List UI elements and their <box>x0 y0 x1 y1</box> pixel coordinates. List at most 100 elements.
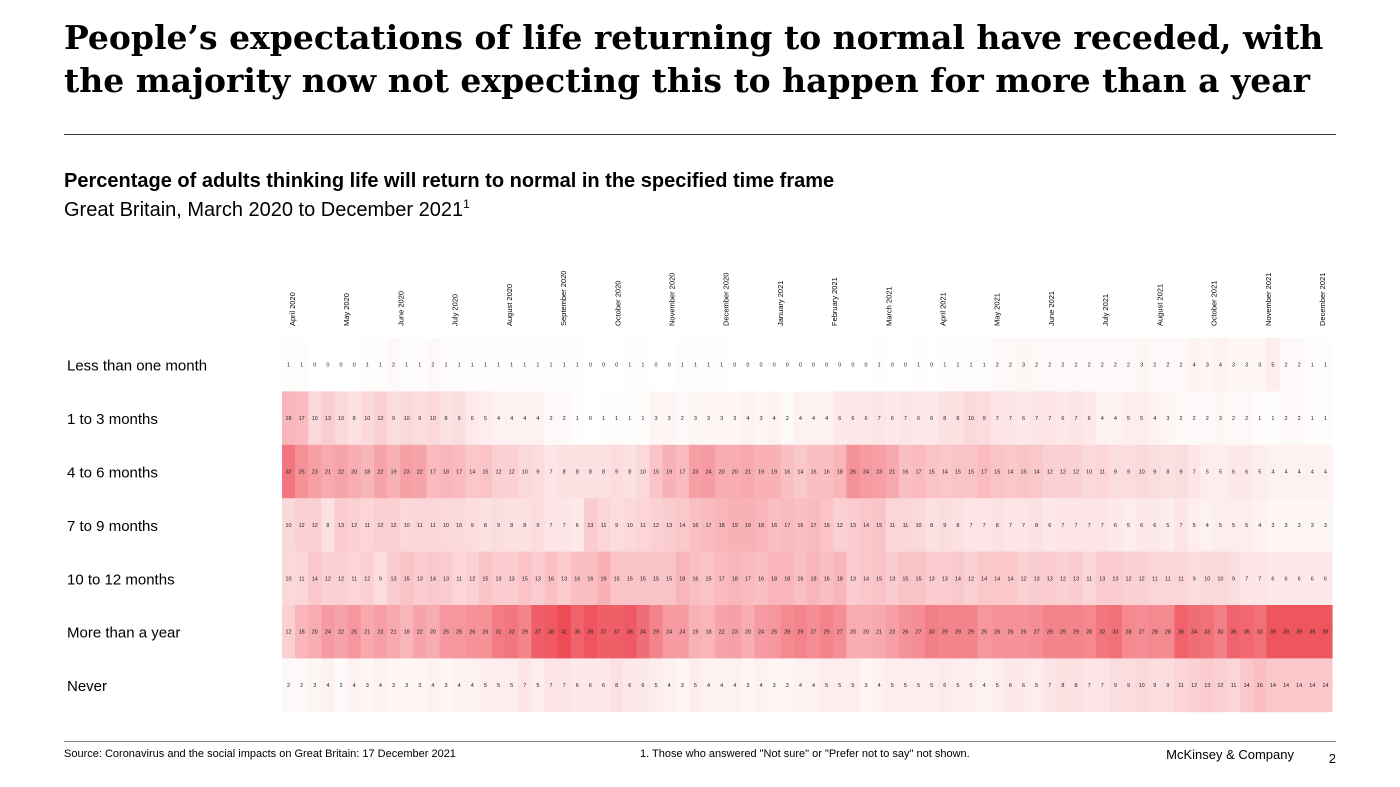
cell-value-label: 29 <box>522 630 528 636</box>
heatmap-cell <box>1135 444 1149 499</box>
heatmap-cell <box>977 338 992 392</box>
cell-value-label: 29 <box>955 630 961 636</box>
cell-value-label: 7 <box>878 416 881 422</box>
cell-value-label: 0 <box>851 363 854 369</box>
cell-value-label: 0 <box>865 363 868 369</box>
cell-value-label: 12 <box>653 523 659 529</box>
heatmap-cell <box>518 444 532 499</box>
heatmap-cell <box>623 444 637 499</box>
cell-value-label: 6 <box>1298 576 1301 582</box>
cell-value-label: 7 <box>1088 683 1091 689</box>
cell-value-label: 21 <box>325 470 331 476</box>
cell-value-label: 12 <box>509 470 515 476</box>
cell-value-label: 8 <box>563 470 566 476</box>
cell-value-label: 21 <box>745 470 751 476</box>
cell-value-label: 38 <box>627 630 633 636</box>
heatmap-cell <box>478 444 493 499</box>
heatmap-cell <box>1187 338 1202 392</box>
heatmap-cell <box>597 391 611 446</box>
heatmap-cell <box>938 391 952 446</box>
heatmap-cell <box>282 498 296 552</box>
heatmap-cell <box>990 498 1005 552</box>
cell-value-label: 8 <box>996 523 999 529</box>
heatmap-cell <box>1108 444 1123 499</box>
cell-value-label: 26 <box>1020 630 1026 636</box>
cell-value-label: 2 <box>681 416 684 422</box>
heatmap-cell <box>308 551 322 606</box>
heatmap-cell <box>1174 551 1189 606</box>
cell-value-label: 0 <box>326 363 329 369</box>
heatmap-cell <box>583 444 598 499</box>
heatmap-cell <box>1161 658 1176 713</box>
cell-value-label: 15 <box>955 470 961 476</box>
cell-value-label: 11 <box>903 523 909 529</box>
heatmap-cell <box>360 391 375 446</box>
heatmap-cell <box>649 658 664 713</box>
cell-value-label: 1 <box>641 363 644 369</box>
heatmap-cell <box>636 338 651 392</box>
cell-value-label: 2 <box>1180 416 1183 422</box>
cell-value-label: 1 <box>970 363 973 369</box>
heatmap-cell <box>636 498 651 552</box>
cell-value-label: 23 <box>692 470 698 476</box>
cell-value-label: 33 <box>1257 630 1263 636</box>
cell-value-label: 25 <box>771 630 777 636</box>
cell-value-label: 10 <box>430 416 436 422</box>
cell-value-label: 7 <box>983 523 986 529</box>
heatmap-cell <box>859 658 874 713</box>
heatmap-cell <box>544 658 559 713</box>
heatmap-cell <box>964 391 979 446</box>
heatmap-cell <box>282 391 296 446</box>
heatmap-cell <box>780 605 795 659</box>
heatmap-cell <box>1200 338 1215 392</box>
heatmap-cell <box>951 498 966 552</box>
cell-value-label: 4 <box>536 416 539 422</box>
cell-value-label: 8 <box>602 470 605 476</box>
heatmap-cell <box>1082 551 1097 606</box>
heatmap-cell <box>1095 498 1110 552</box>
cell-value-label: 1 <box>471 363 474 369</box>
heatmap-cell <box>544 338 559 392</box>
cell-value-label: 7 <box>1245 576 1248 582</box>
cell-value-label: 22 <box>338 630 344 636</box>
heatmap-cell <box>872 338 887 392</box>
heatmap-cell <box>334 391 349 446</box>
cell-value-label: 3 <box>392 683 395 689</box>
cell-value-label: 1 <box>287 363 290 369</box>
cell-value-label: 5 <box>1166 523 1169 529</box>
heatmap-cell <box>1200 391 1215 446</box>
heatmap-cell <box>1187 551 1202 606</box>
heatmap-cell <box>400 444 414 499</box>
heatmap-cell <box>1213 551 1228 606</box>
heatmap-cell <box>387 391 401 446</box>
cell-value-label: 17 <box>679 470 685 476</box>
cell-value-label: 16 <box>574 576 580 582</box>
cell-value-label: 11 <box>889 523 895 529</box>
heatmap-cell <box>728 338 742 392</box>
cell-value-label: 29 <box>1073 630 1079 636</box>
cell-value-label: 5 <box>484 416 487 422</box>
cell-value-label: 14 <box>469 470 475 476</box>
heatmap-cell <box>360 338 375 392</box>
heatmap-cell <box>282 338 296 392</box>
heatmap-cell <box>360 444 375 499</box>
heatmap-cell <box>1200 551 1215 606</box>
heatmap-cell <box>754 391 769 446</box>
cell-value-label: 8 <box>589 470 592 476</box>
heatmap-cell <box>951 605 966 659</box>
heatmap-cell <box>492 338 506 392</box>
heatmap-cell <box>977 605 992 659</box>
cell-value-label: 4 <box>1219 363 1222 369</box>
heatmap-cell <box>846 551 861 606</box>
heatmap-cell <box>780 391 795 446</box>
heatmap-cell <box>1253 391 1267 446</box>
cell-value-label: 18 <box>784 576 790 582</box>
heatmap-cell <box>780 338 795 392</box>
cell-value-label: 9 <box>1153 683 1156 689</box>
cell-value-label: 35 <box>1244 630 1250 636</box>
heatmap-cell <box>977 551 992 606</box>
heatmap-cell <box>492 605 506 659</box>
cell-value-label: 5 <box>1193 523 1196 529</box>
cell-value-label: 17 <box>456 470 462 476</box>
heatmap-cell <box>1030 658 1044 713</box>
